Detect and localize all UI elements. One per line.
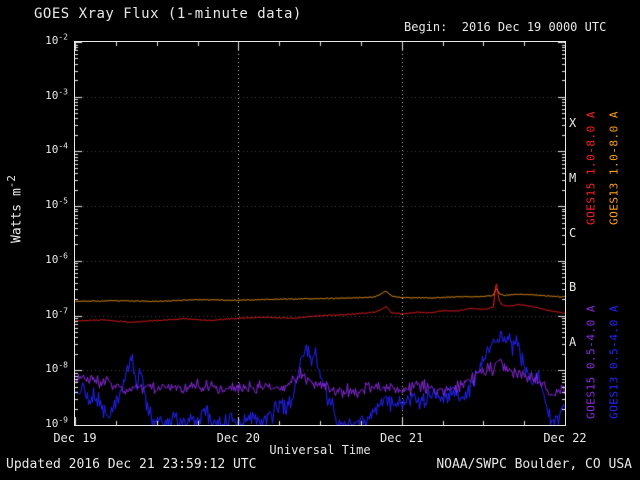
y-axis-title-base: Watts m	[9, 188, 25, 243]
x-tick-label: Dec 22	[543, 431, 587, 445]
page-title: GOES Xray Flux (1-minute data)	[34, 6, 302, 22]
legend-label: GOES15 1.0-8.0 A	[584, 111, 598, 225]
plot-frame	[74, 41, 566, 426]
x-tick-label: Dec 21	[379, 431, 424, 445]
flare-class-letter-m: M	[569, 170, 577, 185]
y-tick-label: 10-4	[45, 141, 68, 157]
flare-class-letter-a: A	[569, 334, 577, 349]
x-tick-label: Dec 19	[53, 431, 97, 445]
y-axis-title-exponent: -2	[5, 175, 19, 189]
y-tick-label: 10-7	[45, 305, 68, 321]
legend-label: GOES13 1.0-8.0 A	[607, 111, 621, 225]
credit-label: NOAA/SWPC Boulder, CO USA	[436, 457, 632, 472]
begin-timestamp-label: Begin: 2016 Dec 19 0000 UTC	[404, 20, 607, 34]
updated-timestamp: Updated 2016 Dec 21 23:59:12 UTC	[6, 457, 257, 472]
y-tick-label: 10-6	[45, 251, 68, 266]
y-tick-label: 10-9	[45, 415, 68, 430]
y-tick-label: 10-5	[45, 196, 68, 212]
flare-class-letter-b: B	[569, 280, 577, 295]
y-axis-title: Watts m-2	[5, 175, 24, 243]
legend-label: GOES15 0.5-4.0 A	[584, 305, 598, 419]
flare-class-letter-c: C	[569, 225, 577, 240]
x-tick-label: Dec 20	[216, 431, 260, 445]
y-tick-label: 10-2	[45, 32, 68, 47]
legend-label: GOES13 0.5-4.0 A	[607, 305, 621, 419]
y-tick-label: 10-8	[45, 360, 68, 376]
xray-flux-chart	[75, 42, 565, 425]
y-tick-label: 10-3	[45, 87, 68, 102]
x-axis-title: Universal Time	[269, 443, 371, 457]
flare-class-letter-x: X	[569, 116, 577, 131]
